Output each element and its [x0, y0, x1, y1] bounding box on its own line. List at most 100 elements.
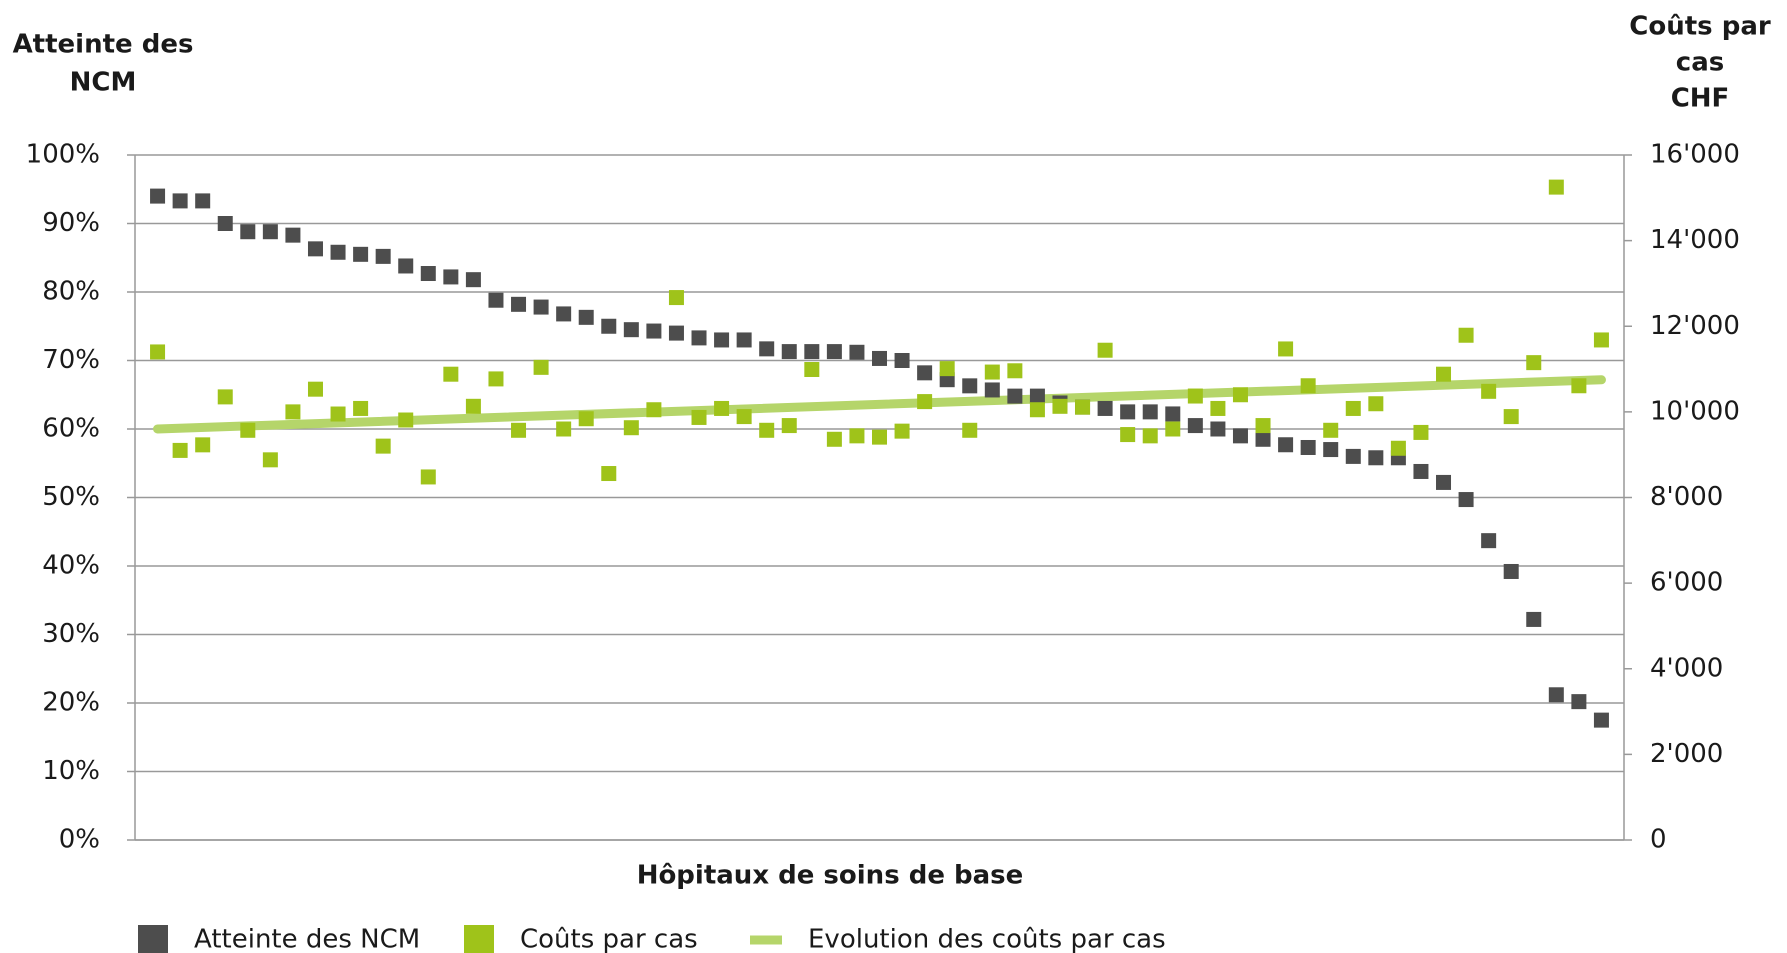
y2-tick-label: 14'000: [1650, 225, 1740, 255]
marker: [1052, 398, 1068, 414]
marker: [511, 422, 527, 438]
marker: [962, 378, 978, 394]
y2-tick-label: 16'000: [1650, 140, 1740, 170]
marker: [375, 248, 391, 264]
marker: [150, 344, 166, 360]
marker: [759, 422, 775, 438]
marker: [894, 423, 910, 439]
marker: [1436, 474, 1452, 490]
marker: [511, 296, 527, 312]
marker: [781, 418, 797, 434]
marker: [1368, 396, 1384, 412]
marker: [917, 394, 933, 410]
marker: [804, 361, 820, 377]
marker: [668, 290, 684, 306]
y-tick-label: 20%: [42, 688, 100, 718]
marker: [307, 241, 323, 257]
marker: [1142, 428, 1158, 444]
marker: [804, 344, 820, 360]
marker: [826, 431, 842, 447]
marker: [285, 227, 301, 243]
marker: [1571, 378, 1587, 394]
legend-swatch: [464, 925, 494, 953]
y-tick-label: 50%: [42, 482, 100, 512]
marker: [443, 366, 459, 382]
marker: [1007, 363, 1023, 379]
marker: [1255, 431, 1271, 447]
marker: [939, 361, 955, 377]
marker: [646, 402, 662, 418]
marker: [1481, 533, 1497, 549]
marker: [330, 244, 346, 260]
marker: [353, 246, 369, 262]
marker: [601, 318, 617, 334]
y2-tick-label: 6'000: [1650, 568, 1723, 598]
marker: [1075, 399, 1091, 415]
marker: [217, 389, 233, 405]
y2-tick-label: 12'000: [1650, 311, 1740, 341]
marker: [1526, 355, 1542, 371]
marker: [578, 309, 594, 325]
marker: [849, 428, 865, 444]
marker: [488, 371, 504, 387]
marker: [1413, 463, 1429, 479]
marker: [668, 325, 684, 341]
legend-label: Coûts par cas: [520, 925, 698, 953]
marker: [420, 266, 436, 282]
marker: [1300, 378, 1316, 394]
marker: [150, 188, 166, 204]
marker: [1097, 400, 1113, 416]
marker: [195, 437, 211, 453]
y2-tick-label: 2'000: [1650, 739, 1723, 769]
marker: [398, 258, 414, 274]
y-tick-label: 30%: [42, 619, 100, 649]
marker: [759, 341, 775, 357]
y-tick-label: 80%: [42, 277, 100, 307]
marker: [1165, 421, 1181, 437]
marker: [420, 469, 436, 485]
marker: [1458, 327, 1474, 343]
y2-tick-label: 0: [1650, 825, 1667, 855]
trend-line: [153, 375, 1606, 434]
marker: [1345, 400, 1361, 416]
marker: [172, 193, 188, 209]
y-tick-label: 70%: [42, 345, 100, 375]
marker: [849, 344, 865, 360]
marker: [556, 421, 572, 437]
marker: [691, 330, 707, 346]
marker: [623, 322, 639, 338]
y-tick-label: 10%: [42, 756, 100, 786]
marker: [307, 381, 323, 397]
marker: [714, 332, 730, 348]
marker: [1187, 388, 1203, 404]
marker: [398, 412, 414, 428]
marker: [1323, 422, 1339, 438]
marker: [1390, 440, 1406, 456]
marker: [826, 344, 842, 360]
marker: [262, 452, 278, 468]
marker: [1436, 366, 1452, 382]
marker: [1029, 388, 1045, 404]
marker: [1526, 611, 1542, 627]
y2-axis-title: CHF: [1671, 84, 1730, 114]
marker: [488, 292, 504, 308]
y-tick-label: 0%: [59, 825, 100, 855]
marker: [917, 365, 933, 381]
marker: [691, 409, 707, 425]
marker: [375, 438, 391, 454]
marker: [1345, 448, 1361, 464]
marker: [1368, 450, 1384, 466]
y2-axis-title: cas: [1676, 48, 1724, 78]
y-tick-label: 90%: [42, 208, 100, 238]
marker: [465, 272, 481, 288]
marker: [623, 420, 639, 436]
marker: [556, 306, 572, 322]
marker: [1210, 400, 1226, 416]
y-axis-title: Atteinte des: [13, 30, 194, 60]
y2-tick-label: 8'000: [1650, 482, 1723, 512]
marker: [1593, 712, 1609, 728]
marker: [465, 398, 481, 414]
marker: [240, 224, 256, 240]
marker: [1481, 383, 1497, 399]
marker: [1097, 342, 1113, 358]
